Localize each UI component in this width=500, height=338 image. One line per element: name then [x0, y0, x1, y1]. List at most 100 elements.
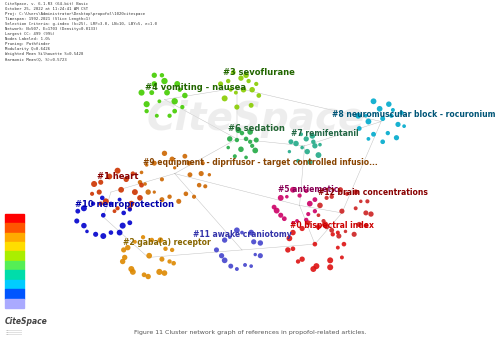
- Point: [153, 113, 161, 118]
- Point: [328, 227, 336, 233]
- Point: [197, 171, 205, 176]
- Point: [334, 230, 342, 235]
- Point: [220, 96, 228, 101]
- Point: [107, 201, 115, 207]
- Point: [83, 229, 91, 234]
- Point: [284, 247, 292, 252]
- Text: #0: #0: [8, 216, 14, 220]
- Point: [352, 206, 360, 211]
- Point: [158, 197, 166, 202]
- Text: #7 remifentanil: #7 remifentanil: [291, 128, 358, 138]
- Point: [100, 213, 108, 218]
- Point: [160, 78, 168, 84]
- Point: [116, 197, 124, 202]
- Text: #11 awake craniotomy: #11 awake craniotomy: [192, 230, 292, 239]
- Point: [110, 209, 118, 214]
- Point: [385, 101, 393, 107]
- Point: [240, 87, 248, 92]
- Point: [308, 133, 316, 139]
- Text: CiteSpace: CiteSpace: [147, 100, 366, 138]
- Point: [190, 194, 198, 199]
- Point: [158, 73, 166, 78]
- Point: [247, 263, 255, 269]
- Point: [231, 153, 239, 159]
- Point: [212, 247, 220, 252]
- Point: [354, 113, 362, 118]
- Point: [158, 177, 166, 182]
- Point: [224, 145, 232, 150]
- Text: ________: ________: [5, 332, 22, 336]
- Point: [310, 266, 318, 272]
- Point: [237, 75, 245, 81]
- Point: [378, 116, 386, 121]
- Point: [314, 224, 322, 230]
- Text: #4 vomiting - nausea: #4 vomiting - nausea: [145, 83, 246, 93]
- Text: #5: #5: [8, 264, 14, 268]
- Point: [156, 237, 164, 243]
- Point: [244, 78, 252, 84]
- Point: [118, 259, 126, 264]
- Point: [233, 137, 241, 143]
- Point: [242, 155, 250, 160]
- Text: #2: #2: [8, 235, 14, 239]
- Point: [126, 220, 134, 225]
- Point: [141, 181, 149, 187]
- Point: [233, 266, 241, 272]
- Text: #6: #6: [8, 273, 14, 277]
- Point: [230, 70, 237, 75]
- Point: [392, 135, 400, 140]
- Point: [120, 255, 128, 260]
- Point: [255, 93, 263, 98]
- Point: [227, 263, 235, 269]
- Point: [270, 204, 278, 210]
- Point: [158, 257, 166, 262]
- Point: [296, 193, 304, 198]
- Point: [138, 170, 145, 175]
- Point: [126, 207, 134, 212]
- Point: [272, 208, 280, 213]
- Point: [114, 168, 122, 173]
- Point: [118, 223, 126, 228]
- Point: [80, 223, 88, 228]
- Point: [170, 261, 177, 266]
- Point: [114, 206, 122, 211]
- Point: [302, 188, 310, 194]
- Point: [367, 211, 375, 217]
- Point: [314, 213, 322, 218]
- Point: [138, 183, 145, 188]
- Point: [336, 187, 344, 192]
- Text: CiteSpace, v. 6.1.R3 (64-bit) Basic
October 25, 2022 at 11:24:41 AM CST
Proj: C:: CiteSpace, v. 6.1.R3 (64-bit) Basic Octo…: [5, 2, 157, 61]
- Text: CiteSpace: CiteSpace: [5, 317, 48, 327]
- Point: [247, 230, 255, 235]
- Point: [322, 195, 330, 200]
- Point: [170, 165, 178, 170]
- Point: [95, 189, 103, 195]
- Text: #8 neuromuscular block - rocuronium: #8 neuromuscular block - rocuronium: [332, 110, 495, 119]
- Point: [376, 106, 384, 112]
- Point: [156, 269, 164, 274]
- Point: [280, 216, 288, 221]
- Text: #3: #3: [8, 245, 14, 249]
- Point: [148, 237, 156, 243]
- Point: [384, 130, 392, 136]
- Point: [286, 236, 294, 241]
- Point: [136, 179, 144, 185]
- Point: [320, 218, 328, 224]
- Point: [311, 241, 319, 247]
- Point: [131, 189, 139, 195]
- Point: [252, 81, 260, 87]
- Point: [251, 148, 259, 153]
- Point: [394, 122, 402, 127]
- Point: [289, 246, 297, 251]
- Point: [311, 209, 319, 214]
- Point: [226, 235, 234, 240]
- Point: [304, 211, 312, 217]
- Point: [289, 187, 297, 192]
- Point: [388, 113, 396, 118]
- Point: [175, 199, 183, 204]
- Point: [364, 119, 372, 124]
- Text: #6 sedation: #6 sedation: [228, 124, 284, 133]
- Point: [96, 201, 104, 207]
- Text: ________: ________: [5, 328, 22, 332]
- Point: [170, 108, 178, 114]
